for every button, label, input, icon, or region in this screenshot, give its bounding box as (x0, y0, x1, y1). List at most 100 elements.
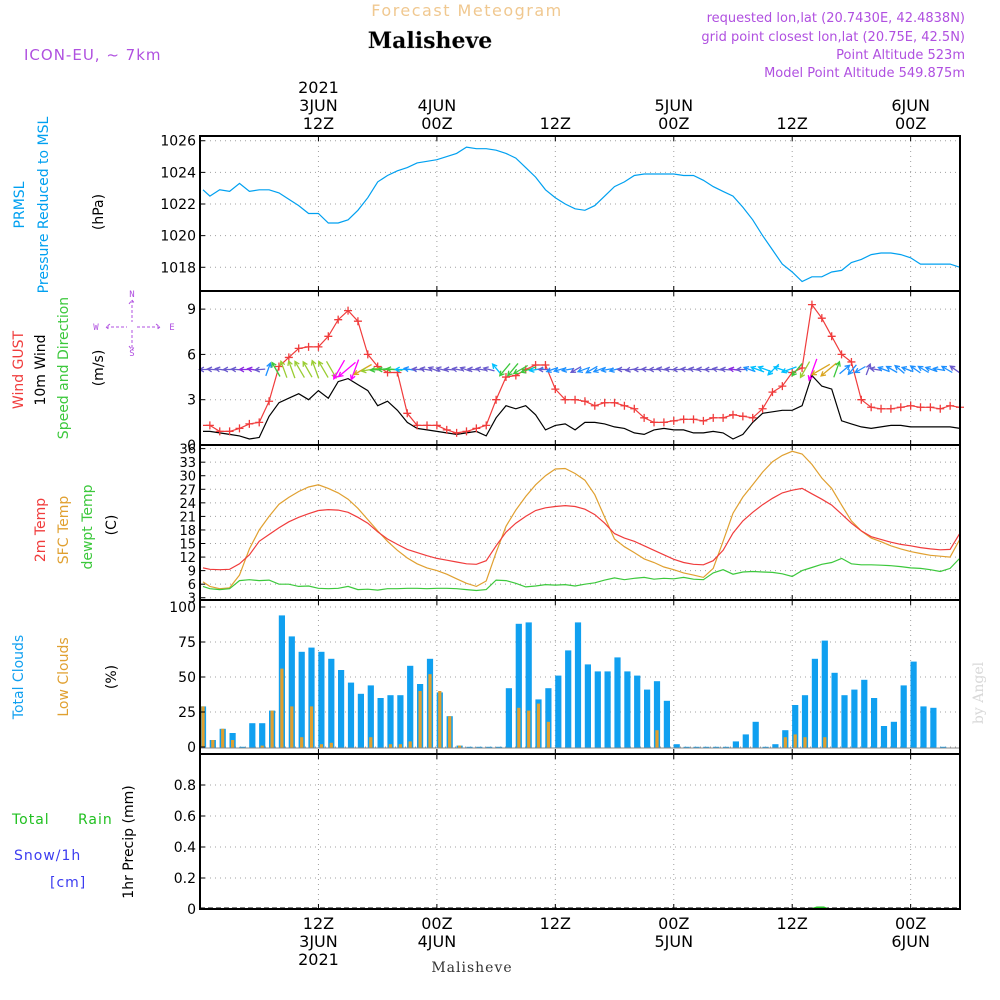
wind-gust-marker (807, 300, 816, 309)
low-clouds-label: Low Clouds (56, 637, 72, 716)
total-cloud-bar (594, 671, 601, 748)
low-cloud-bar (546, 721, 550, 748)
wind-gust-marker (580, 397, 589, 406)
wind-direction-arrow (949, 365, 961, 374)
temp-tick-label: 21 (179, 510, 196, 525)
precip-labels: Total Rain Snow/1h [cm] 1hr Precip (mm) (11, 785, 137, 898)
wind-direction-arrow (780, 366, 797, 374)
wind-gust-marker (274, 362, 283, 371)
total-cloud-bar (338, 670, 345, 748)
wind-gust-marker (363, 350, 372, 359)
wind-direction-arrow (560, 366, 575, 373)
forecast-title: Forecast Meteogram (371, 1, 562, 20)
temp-tick-label: 36 (179, 443, 196, 458)
bottom-time-label: 00Z (421, 914, 452, 933)
low-cloud-bar (319, 744, 323, 748)
bottom-time-label: 5JUN (654, 932, 693, 951)
low-cloud-bar (260, 745, 264, 748)
wind-direction-arrow (498, 362, 511, 377)
wind-direction-arrow (847, 364, 857, 376)
wind-gust-marker (719, 413, 728, 422)
wind-direction-arrow (474, 366, 487, 373)
wind-direction-arrow (238, 366, 250, 373)
wind-gust-marker (679, 415, 688, 424)
wind-gust-marker (659, 418, 668, 427)
cloud-labels: Total Clouds Low Clouds (%) (11, 635, 120, 720)
compass-w: W (93, 323, 99, 333)
wind-tick-label: 9 (187, 302, 196, 318)
total-cloud-bar (407, 665, 414, 748)
wind-gust-label: Wind GUST (11, 330, 27, 409)
snow-unit-label: [cm] (50, 875, 86, 891)
wind-gust-marker (225, 427, 234, 436)
wind-direction-arrow (749, 365, 765, 373)
wind-direction-arrow (791, 362, 803, 377)
wind-gust-marker (255, 418, 264, 427)
top-time-label: 12Z (777, 114, 808, 133)
total-cloud-bar (732, 741, 739, 748)
pressure-unit: (hPa) (91, 194, 107, 230)
wind-gust-marker (847, 357, 856, 366)
total-cloud-bar (525, 622, 532, 748)
top-time-label: 00Z (895, 114, 926, 133)
temp-labels: 2m Temp SFC Temp dewpt Temp (C) (33, 484, 120, 569)
total-cloud-bar (900, 685, 907, 748)
total-cloud-bar (318, 651, 325, 748)
wind-gust-marker (640, 413, 649, 422)
wind-direction-arrow (877, 366, 890, 373)
low-cloud-bar (300, 737, 304, 748)
total-cloud-bar (367, 685, 374, 748)
total-cloud-bar (387, 695, 394, 748)
total-cloud-bar (347, 682, 355, 748)
pressure-tick-label: 1022 (160, 197, 196, 213)
total-cloud-bar (871, 698, 878, 748)
precip-tick-label: 0.8 (174, 778, 196, 794)
pressure-tick-label: 1018 (160, 260, 196, 276)
temp-tick-label: 12 (179, 551, 196, 566)
total-cloud-bar (693, 746, 700, 748)
wind-direction-arrow (325, 360, 337, 379)
compass-e: E (169, 323, 174, 333)
bottom-time-label: 12Z (777, 914, 808, 933)
total-cloud-bar (604, 671, 611, 748)
total-cloud-bar (653, 681, 661, 748)
bottom-time-label: 00Z (658, 914, 689, 933)
wind-gust-marker (798, 364, 807, 372)
low-cloud-bar (369, 737, 373, 748)
wind-direction-arrow (459, 366, 471, 372)
wind-10m-label: 10m Wind (33, 334, 49, 405)
total-cloud-bar (466, 746, 473, 748)
total-cloud-bar (940, 746, 947, 748)
wind-gust-marker (728, 410, 737, 419)
low-cloud-bar (211, 740, 215, 748)
bottom-time-label: 12Z (303, 914, 334, 933)
wind-gust-marker (650, 418, 659, 427)
wind-gust-marker (571, 395, 580, 404)
bottom-time-label: 3JUN (299, 932, 338, 951)
dewpt-line (202, 557, 961, 592)
wind-direction-arrow (585, 365, 598, 374)
total-cloud-bar (308, 647, 315, 748)
wind-gust-marker (590, 401, 599, 410)
top-time-label: 12Z (303, 114, 334, 133)
total-cloud-bar (930, 707, 937, 748)
wind-direction-arrow (271, 361, 281, 377)
wind-gust-marker (314, 342, 323, 351)
compass-s: S (129, 349, 134, 359)
wind-gust-marker (689, 415, 698, 424)
pressure-tick-label: 1024 (160, 165, 196, 181)
wind-gust-marker (432, 421, 441, 430)
wind-gust-marker (294, 344, 303, 353)
total-cloud-bar (505, 688, 512, 748)
total-cloud-bar (910, 661, 917, 748)
total-cloud-bar (851, 689, 858, 748)
clouds-tick-label: 50 (178, 670, 196, 686)
wind-gust-marker (758, 404, 767, 413)
temp-tick-label: 27 (179, 483, 196, 498)
total-cloud-bar (515, 623, 522, 748)
wind-gust-marker (946, 401, 955, 410)
wind-gust-marker (926, 403, 935, 412)
wind-direction-arrow (333, 359, 346, 380)
top-time-label: 6JUN (891, 96, 930, 115)
wind-gust-line (203, 303, 961, 434)
